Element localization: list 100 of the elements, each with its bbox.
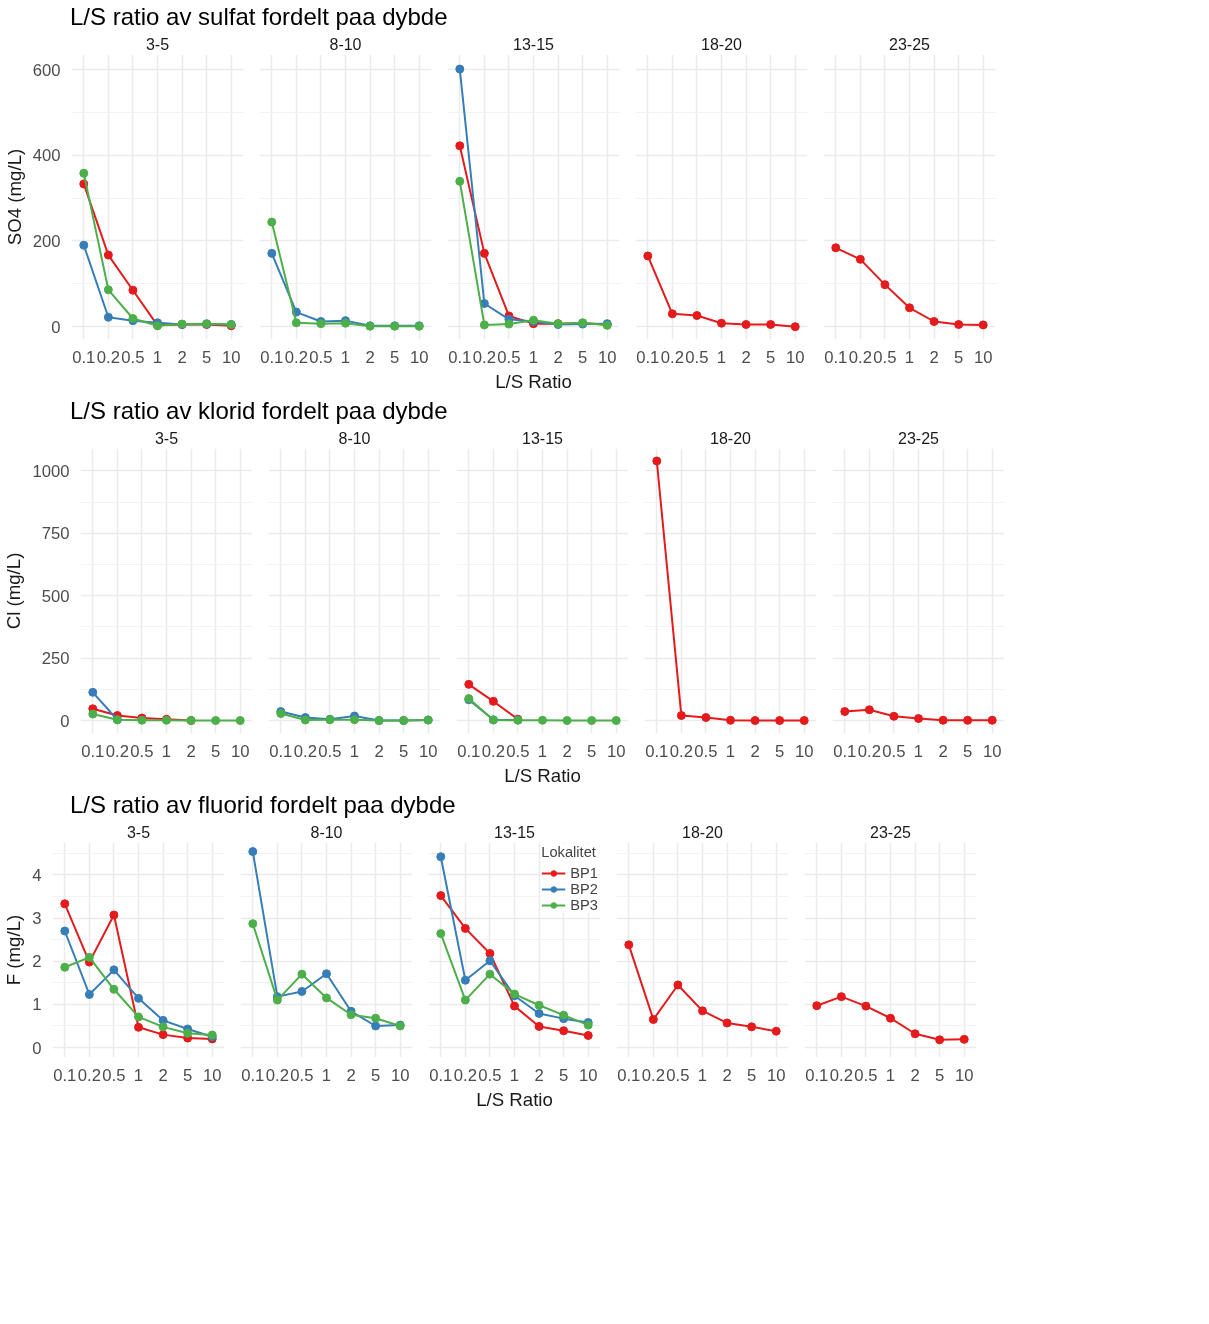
chart-subtitle: 3-5 [145,35,170,53]
x-tick-label: 2 [553,347,563,367]
x-tick-label: 5 [559,1065,569,1085]
x-tick-label: 10 [982,741,1002,761]
x-tick-label: 2 [741,347,751,367]
x-tick-label: 0.1 [269,741,293,761]
x-tick-label: 0.2 [829,1065,853,1085]
x-tick-label: 1 [152,347,163,367]
chart-title: L/S ratio av klorid fordelt paa dybde [70,396,448,426]
y-tick-label: 500 [41,586,70,606]
y-tick-label: 3 [32,909,42,929]
chart-subtitle: 8-10 [338,429,371,447]
x-tick-label: 5 [399,741,409,761]
x-tick-label: 1 [904,347,915,367]
x-tick-label: 1 [349,741,360,761]
x-tick-label: 5 [202,347,212,367]
x-tick-label: 2 [374,741,384,761]
x-tick-label: 2 [186,741,196,761]
x-tick-label: 0.1 [429,1065,453,1085]
legend-label: BP1 [570,865,598,881]
x-tick-label: 0.2 [265,1065,289,1085]
x-tick-label: 0.5 [497,347,521,367]
x-tick-label: 0.2 [857,741,881,761]
chart-subtitle: 18-20 [682,823,724,841]
x-tick-label: 0.2 [77,1065,101,1085]
y-tick-label: 200 [32,231,61,251]
y-tick-label: 4 [32,865,42,885]
x-tick-label: 0.1 [53,1065,77,1085]
x-tick-label: 5 [963,741,973,761]
x-tick-label: 0.2 [660,347,684,367]
x-axis-title: L/S Ratio [476,1088,553,1110]
y-tick-label: 0 [60,711,70,731]
x-axis-title: L/S Ratio [495,370,572,392]
x-tick-label: 2 [534,1065,544,1085]
x-tick-label: 2 [346,1065,356,1085]
x-tick-label: 0.2 [641,1065,665,1085]
x-tick-label: 10 [409,347,429,367]
x-tick-label: 0.1 [617,1065,641,1085]
x-tick-label: 1 [528,347,539,367]
x-tick-label: 0.1 [457,741,481,761]
x-tick-label: 1 [161,741,172,761]
x-tick-label: 5 [775,741,785,761]
x-tick-label: 0.5 [506,741,530,761]
x-tick-label: 2 [938,741,948,761]
x-tick-label: 10 [221,347,241,367]
legend-label: BP2 [570,881,598,897]
x-tick-label: 10 [785,347,805,367]
x-tick-label: 0.5 [318,741,342,761]
x-tick-label: 0.2 [293,741,317,761]
chart-subtitle: 18-20 [710,429,752,447]
x-tick-label: 10 [578,1065,598,1085]
x-tick-label: 1 [716,347,727,367]
x-tick-label: 2 [910,1065,920,1085]
y-tick-label: 400 [32,146,61,166]
chart-subtitle: 3-5 [126,823,151,841]
x-tick-label: 10 [597,347,617,367]
x-tick-label: 5 [371,1065,381,1085]
x-tick-label: 0.1 [805,1065,829,1085]
x-tick-label: 0.5 [882,741,906,761]
y-tick-label: 1000 [32,461,70,481]
x-tick-label: 10 [202,1065,222,1085]
chart-subtitle: 23-25 [889,35,931,53]
x-tick-label: 2 [750,741,760,761]
legend-title: Lokalitet [541,844,597,860]
x-tick-label: 10 [973,347,993,367]
chart-subtitle: 13-15 [513,35,555,53]
x-tick-label: 1 [725,741,736,761]
x-tick-label: 5 [935,1065,945,1085]
x-tick-label: 2 [158,1065,168,1085]
chart-subtitle: 8-10 [329,35,362,53]
x-tick-label: 0.1 [81,741,105,761]
legend-label: BP3 [570,897,598,913]
x-tick-label: 10 [606,741,626,761]
x-tick-label: 0.5 [478,1065,502,1085]
chart-subtitle: 23-25 [898,429,940,447]
y-tick-label: 1 [32,995,42,1015]
x-tick-label: 5 [390,347,400,367]
x-tick-label: 10 [390,1065,410,1085]
x-tick-label: 5 [766,347,776,367]
x-tick-label: 10 [230,741,250,761]
x-tick-label: 0.2 [481,741,505,761]
x-tick-label: 0.2 [105,741,129,761]
y-tick-label: 600 [32,60,61,80]
x-tick-label: 0.2 [96,347,120,367]
x-tick-label: 2 [722,1065,732,1085]
y-tick-label: 0 [32,1038,42,1058]
x-tick-label: 5 [747,1065,757,1085]
x-tick-label: 0.1 [833,741,857,761]
y-tick-label: 750 [41,524,70,544]
x-tick-label: 0.5 [854,1065,878,1085]
x-tick-label: 0.5 [694,741,718,761]
x-tick-label: 0.2 [848,347,872,367]
x-tick-label: 0.2 [284,347,308,367]
y-axis-title: Cl (mg/L) [3,552,25,630]
x-tick-label: 5 [183,1065,193,1085]
x-tick-label: 0.5 [685,347,709,367]
x-tick-label: 0.1 [241,1065,265,1085]
x-tick-label: 0.1 [636,347,660,367]
x-tick-label: 10 [418,741,438,761]
chart-subtitle: 13-15 [522,429,564,447]
